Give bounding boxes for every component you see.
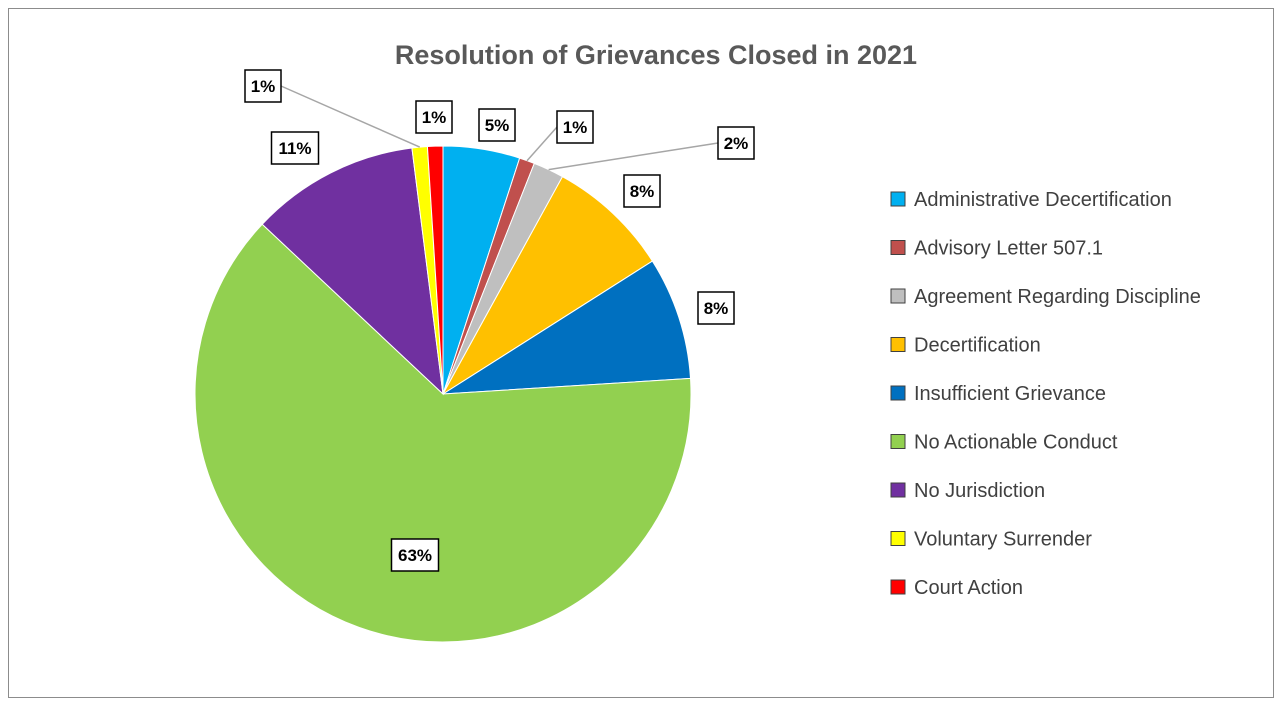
legend-label-administrative-decertification: Administrative Decertification xyxy=(914,189,1172,211)
legend-swatch-agreement-regarding-discipline xyxy=(890,288,906,304)
leader-line-agreement-regarding-discipline xyxy=(548,142,719,171)
pie-slice-no-actionable-conduct xyxy=(194,223,692,643)
legend-swatch-insufficient-grievance xyxy=(890,385,906,401)
legend-label-court-action: Court Action xyxy=(914,577,1023,599)
data-label-administrative-decertification: 5% xyxy=(485,116,510,135)
legend-swatch-no-jurisdiction xyxy=(890,482,906,498)
legend-swatch-court-action xyxy=(890,579,906,595)
legend-swatch-advisory-letter-507-1 xyxy=(890,240,906,255)
data-label-box-decertification xyxy=(623,174,661,208)
data-label-voluntary-surrender: 1% xyxy=(251,77,276,96)
pie-chart: Resolution of Grievances Closed in 2021 … xyxy=(194,40,1201,643)
data-label-box-insufficient-grievance xyxy=(697,291,735,325)
data-label-no-actionable-conduct: 63% xyxy=(398,546,432,565)
chart-title: Resolution of Grievances Closed in 2021 xyxy=(395,40,917,70)
pie-slice-no-jurisdiction xyxy=(261,147,444,396)
data-label-box-no-jurisdiction xyxy=(270,131,320,165)
pie-slice-decertification xyxy=(442,176,654,395)
legend: Administrative Decertification Advisory L… xyxy=(890,189,1201,599)
legend-swatch-no-actionable-conduct xyxy=(890,434,906,449)
legend-label-no-jurisdiction: No Jurisdiction xyxy=(914,480,1045,502)
data-label-advisory-letter-507-1: 1% xyxy=(563,118,588,137)
data-label-court-action: 1% xyxy=(422,108,447,127)
legend-label-agreement-regarding-discipline: Agreement Regarding Discipline xyxy=(914,286,1201,308)
legend-label-insufficient-grievance: Insufficient Grievance xyxy=(914,383,1106,405)
data-label-insufficient-grievance: 8% xyxy=(704,299,729,318)
leader-lines xyxy=(280,85,719,171)
data-label-box-voluntary-surrender xyxy=(244,69,282,103)
data-label-box-no-actionable-conduct xyxy=(390,538,440,572)
leader-line-advisory-letter-507-1 xyxy=(526,126,558,162)
data-label-box-administrative-decertification xyxy=(478,108,516,142)
legend-swatch-decertification xyxy=(890,337,906,352)
chart-area: Resolution of Grievances Closed in 2021 … xyxy=(8,8,1274,698)
legend-label-no-actionable-conduct: No Actionable Conduct xyxy=(914,432,1118,454)
data-label-box-agreement-regarding-discipline xyxy=(717,126,755,160)
pie-slice-insufficient-grievance xyxy=(442,260,692,395)
legend-label-voluntary-surrender: Voluntary Surrender xyxy=(914,529,1092,551)
legend-swatch-administrative-decertification xyxy=(890,191,906,207)
legend-label-decertification: Decertification xyxy=(914,335,1041,357)
data-label-box-court-action xyxy=(415,100,453,134)
data-label-decertification: 8% xyxy=(630,182,655,201)
data-label-no-jurisdiction: 11% xyxy=(278,139,311,158)
leader-line-voluntary-surrender xyxy=(280,85,421,148)
data-label-box-advisory-letter-507-1 xyxy=(556,110,594,144)
data-labels: 5% 1% 2% 8% 8% 63% 11% 1% 1% xyxy=(244,69,755,572)
pie-slice-court-action xyxy=(426,145,444,395)
legend-swatch-voluntary-surrender xyxy=(890,531,906,546)
pie-slices xyxy=(194,145,692,643)
data-label-agreement-regarding-discipline: 2% xyxy=(724,134,749,153)
legend-label-advisory-letter-507-1: Advisory Letter 507.1 xyxy=(914,238,1103,260)
